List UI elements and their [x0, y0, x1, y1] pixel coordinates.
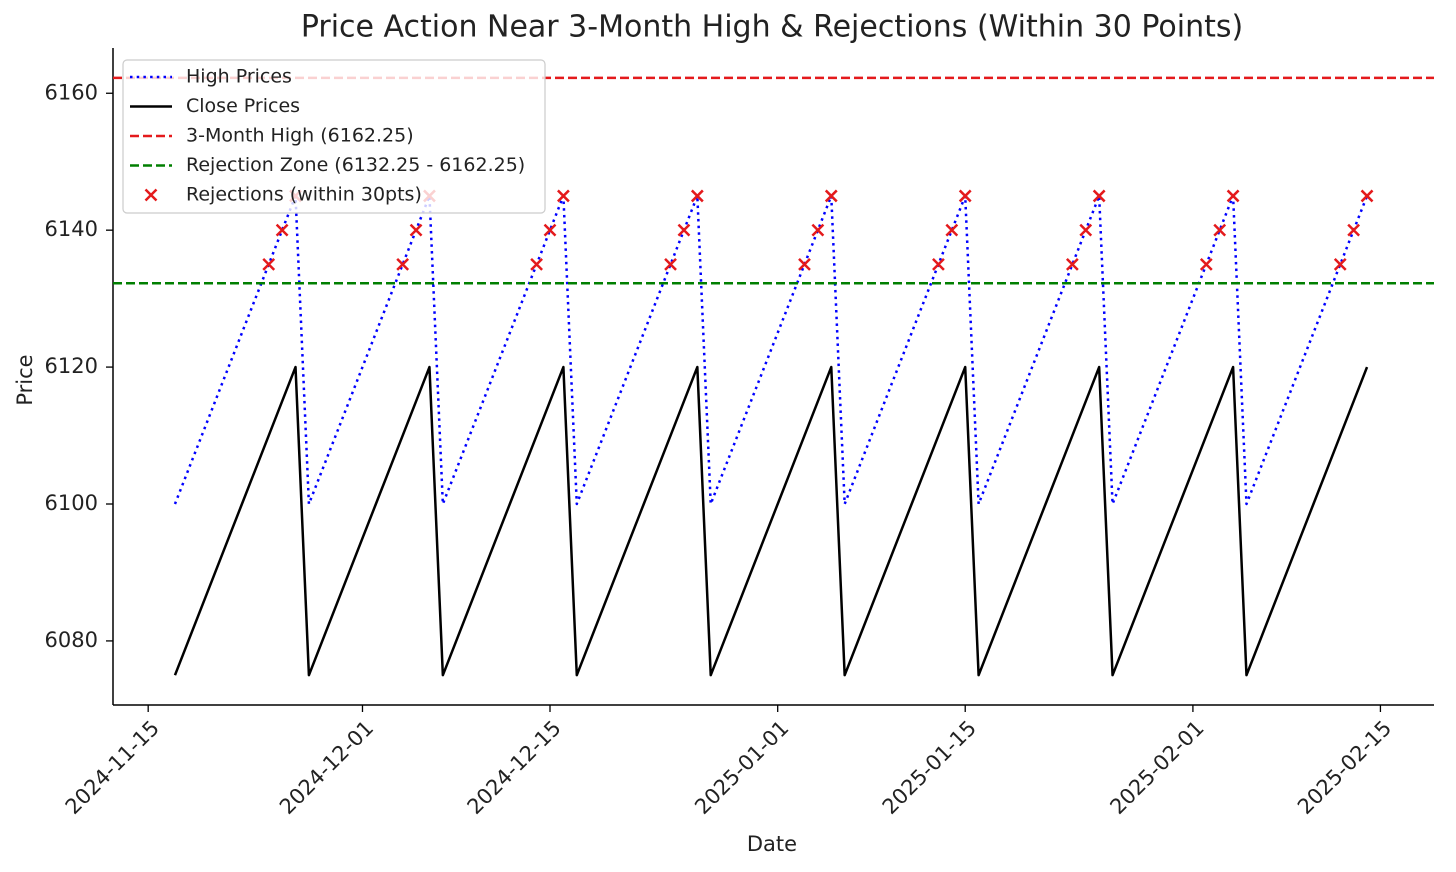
- y-tick-label: 6120: [45, 354, 98, 378]
- rejection-marker: [1092, 189, 1106, 203]
- legend-handle: [144, 188, 158, 202]
- legend: High Prices Close Prices 3-Month High (616…: [122, 59, 546, 214]
- rejection-marker: [409, 223, 423, 237]
- rejection-marker: [1199, 258, 1213, 271]
- rejection-marker: [543, 223, 557, 237]
- rejection-marker: [664, 258, 677, 271]
- legend-label: Rejection Zone (6132.25 - 6162.25): [186, 154, 525, 176]
- legend-label: Close Prices: [186, 95, 300, 117]
- series-line: [173, 365, 1369, 677]
- y-tick-label: 6100: [45, 491, 98, 515]
- rejection-marker: [262, 258, 276, 271]
- rejection-marker: [798, 258, 811, 271]
- rejection-marker: [811, 223, 825, 237]
- rejection-marker: [1347, 223, 1361, 237]
- series-line: [173, 194, 1369, 506]
- rejection-marker: [677, 223, 691, 237]
- y-tick-label: 6080: [45, 628, 98, 652]
- rejection-marker: [690, 189, 704, 203]
- rejection-marker: [945, 223, 959, 237]
- y-axis-label: Price: [13, 354, 37, 405]
- rejection-marker: [1213, 223, 1227, 237]
- rejection-marker: [396, 258, 410, 271]
- rejection-marker: [824, 189, 838, 203]
- y-tick-label: 6140: [45, 217, 98, 241]
- rejection-marker: [958, 189, 972, 203]
- chart-title: Price Action Near 3-Month High & Rejecti…: [301, 10, 1243, 45]
- x-axis-label: Date: [747, 832, 797, 856]
- legend-box: [122, 59, 546, 214]
- rejection-marker: [1065, 258, 1079, 271]
- rejection-marker: [1333, 258, 1347, 271]
- rejection-marker: [275, 223, 289, 237]
- legend-label: 3-Month High (6162.25): [186, 125, 414, 147]
- rejection-marker: [932, 258, 945, 271]
- rejection-marker: [1226, 189, 1240, 203]
- legend-label: Rejections (within 30pts): [186, 184, 422, 206]
- rejection-marker: [530, 258, 543, 271]
- y-tick-label: 6160: [45, 80, 98, 104]
- legend-label: High Prices: [186, 66, 292, 88]
- rejection-marker: [1079, 223, 1093, 237]
- rejection-marker: [1360, 189, 1374, 203]
- rejection-marker: [557, 189, 570, 203]
